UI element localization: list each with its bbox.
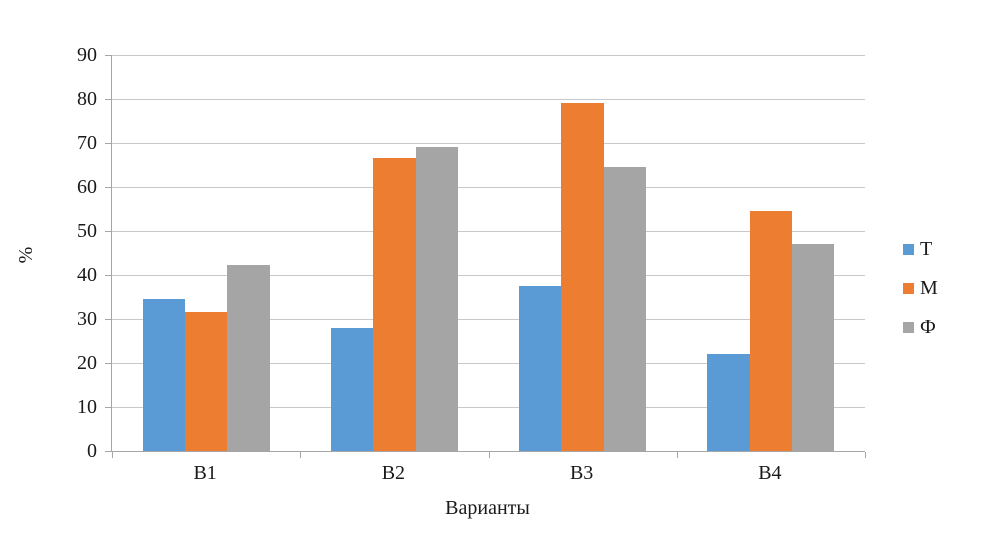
gridline — [112, 231, 865, 232]
x-axis-category-label: В2 — [381, 462, 406, 484]
bar-М-В3 — [561, 103, 604, 451]
y-axis-tick-label: 90 — [77, 44, 97, 66]
gridline — [112, 55, 865, 56]
legend-item-Т: Т — [903, 238, 938, 261]
x-axis-tick — [676, 452, 678, 458]
y-axis-tick — [105, 407, 111, 408]
bar-М-В4 — [749, 211, 793, 451]
y-axis-tick-label: 30 — [77, 308, 97, 330]
gridline — [112, 275, 865, 276]
bar-Ф-В1 — [227, 265, 270, 451]
gridline — [112, 187, 865, 188]
x-axis-tick — [488, 452, 490, 458]
legend-label: Ф — [920, 316, 936, 338]
y-axis-tick — [105, 143, 111, 144]
bar-Ф-В4 — [792, 244, 835, 451]
plot-area — [105, 55, 866, 458]
gridline — [112, 363, 865, 364]
y-axis-tick-label: 60 — [77, 176, 97, 198]
y-axis-tick — [105, 55, 111, 56]
x-axis-category-label: В4 — [758, 462, 782, 484]
bar-Т-В1 — [142, 299, 185, 451]
bar-М-В1 — [184, 311, 228, 451]
y-axis-tick — [105, 187, 111, 188]
y-axis-tick-label: 20 — [77, 352, 97, 374]
y-axis-tick — [105, 319, 111, 320]
legend-swatch-icon — [903, 244, 914, 255]
legend-label: М — [920, 277, 938, 299]
y-axis-tick-label: 0 — [87, 440, 97, 462]
gridline — [112, 407, 865, 408]
y-axis-tick — [105, 363, 111, 364]
y-axis-tick-label: 50 — [77, 220, 97, 242]
x-axis-category-label: В3 — [569, 462, 594, 484]
bar-Ф-В3 — [603, 167, 647, 451]
y-axis-tick — [105, 99, 111, 100]
y-axis-tick-label: 80 — [77, 88, 97, 110]
y-axis-tick-label: 70 — [77, 132, 97, 154]
gridline — [112, 319, 865, 320]
legend-swatch-icon — [903, 283, 914, 294]
y-axis-tick — [105, 451, 111, 452]
x-axis-tick — [300, 452, 302, 458]
bar-М-В2 — [373, 158, 416, 451]
bar-Т-В3 — [519, 286, 562, 451]
legend-swatch-icon — [903, 322, 914, 333]
bar-Ф-В2 — [415, 147, 458, 451]
x-axis-tick — [865, 452, 866, 458]
bar-Т-В4 — [707, 354, 750, 451]
y-axis-tick — [105, 275, 111, 276]
x-axis-category-label: В1 — [193, 462, 217, 484]
y-axis-tick-label: 40 — [77, 264, 97, 286]
x-axis-title: Варианты — [445, 497, 530, 519]
legend-label: Т — [920, 238, 933, 260]
legend-item-М: М — [903, 277, 938, 300]
x-axis-tick — [112, 452, 113, 458]
y-axis-tick-label: 10 — [77, 396, 97, 418]
gridline — [112, 143, 865, 144]
y-axis-tick — [105, 231, 111, 232]
bar-Т-В2 — [330, 327, 374, 451]
legend-item-Ф: Ф — [903, 316, 938, 339]
gridline — [112, 99, 865, 100]
